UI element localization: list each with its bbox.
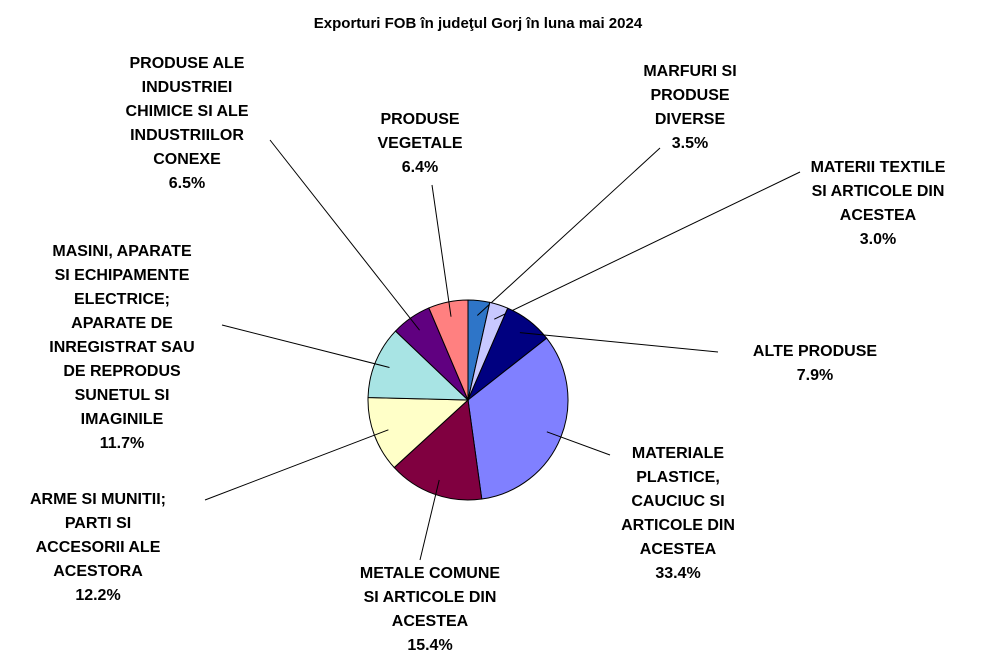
leader-line [431,184,452,317]
leader-line [494,171,801,320]
slice-label: ALTE PRODUSE [753,343,877,360]
leader-line [546,431,611,456]
pie-slice [367,330,470,401]
slice-value-label: 3.0% [860,231,896,248]
leader-line [221,324,390,368]
chart-title: Exporturi FOB în judeţul Gorj în luna ma… [314,15,643,32]
leader-line [269,139,420,331]
leader-line [419,479,440,561]
leader-line [204,429,389,501]
slice-label: PRODUSE VEGETALE [377,111,462,152]
leader-line [519,332,719,353]
slice-label: MARFURI SI PRODUSE DIVERSE [643,63,736,128]
leader-line [476,147,661,316]
pie-slice [393,398,483,501]
slice-label: MATERII TEXTILE SI ARTICOLE DIN ACESTEA [811,159,946,224]
slice-label: MASINI, APARATE SI ECHIPAMENTE ELECTRICE; A… [49,243,194,428]
slice-value-label: 15.4% [407,637,452,650]
slice-label: METALE COMUNE SI ARTICOLE DIN ACESTEA [360,565,500,630]
pie-slice [428,299,469,401]
slice-value-label: 11.7% [100,435,144,452]
slice-label: MATERIALE PLASTICE, CAUCIUC SI ARTICOLE DIN… [621,445,735,558]
slice-value-label: 33.4% [655,565,700,582]
slice-value-label: 7.9% [797,367,833,384]
slice-value-label: 6.4% [402,159,438,176]
slice-label: ARME SI MUNITII; PARTI SI ACCESORII ALE ACE… [30,491,166,580]
slice-value-label: 3.5% [672,135,708,152]
slice-value-label: 6.5% [169,175,205,192]
slice-label: PRODUSE ALE INDUSTRIEI CHIMICE SI ALE INDUS… [126,55,249,168]
slice-value-label: 12.2% [75,587,120,604]
